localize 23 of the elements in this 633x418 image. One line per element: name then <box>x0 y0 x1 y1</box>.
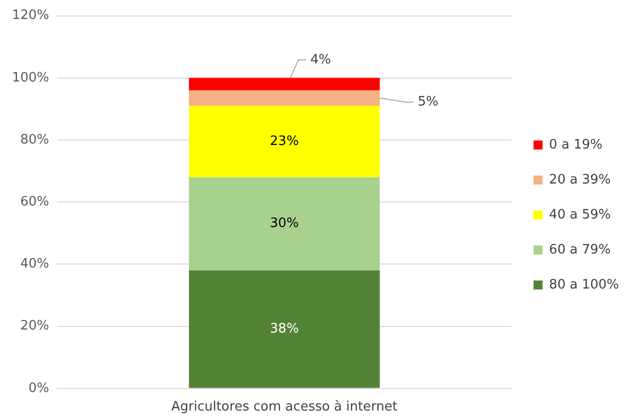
y-tick-label: 40% <box>20 256 50 272</box>
bar <box>188 78 380 90</box>
legend-label: 60 a 79% <box>549 242 611 258</box>
y-tick-label: 20% <box>20 318 50 334</box>
y-tick-label: 100% <box>12 70 50 86</box>
bar <box>188 177 380 270</box>
bar <box>188 106 380 178</box>
legend-label: 80 a 100% <box>549 277 620 292</box>
bar <box>188 90 380 106</box>
y-tick-label: 120% <box>12 8 50 24</box>
legend-label: 0 a 19% <box>549 137 602 152</box>
data-label: 4% <box>310 52 331 68</box>
bar <box>188 270 380 388</box>
legend-label: 40 a 59% <box>549 207 611 222</box>
data-label: 30% <box>270 216 299 232</box>
data-label: 38% <box>270 322 299 337</box>
y-tick-label: 60% <box>20 194 50 210</box>
x-tick-label: Agricultores com acesso à internet <box>171 400 398 415</box>
data-label: 23% <box>270 134 299 149</box>
y-tick-label: 0% <box>28 380 50 396</box>
y-tick-label: 80% <box>20 132 50 148</box>
data-label: 5% <box>418 94 438 110</box>
legend-label: 20 a 39% <box>549 172 611 188</box>
